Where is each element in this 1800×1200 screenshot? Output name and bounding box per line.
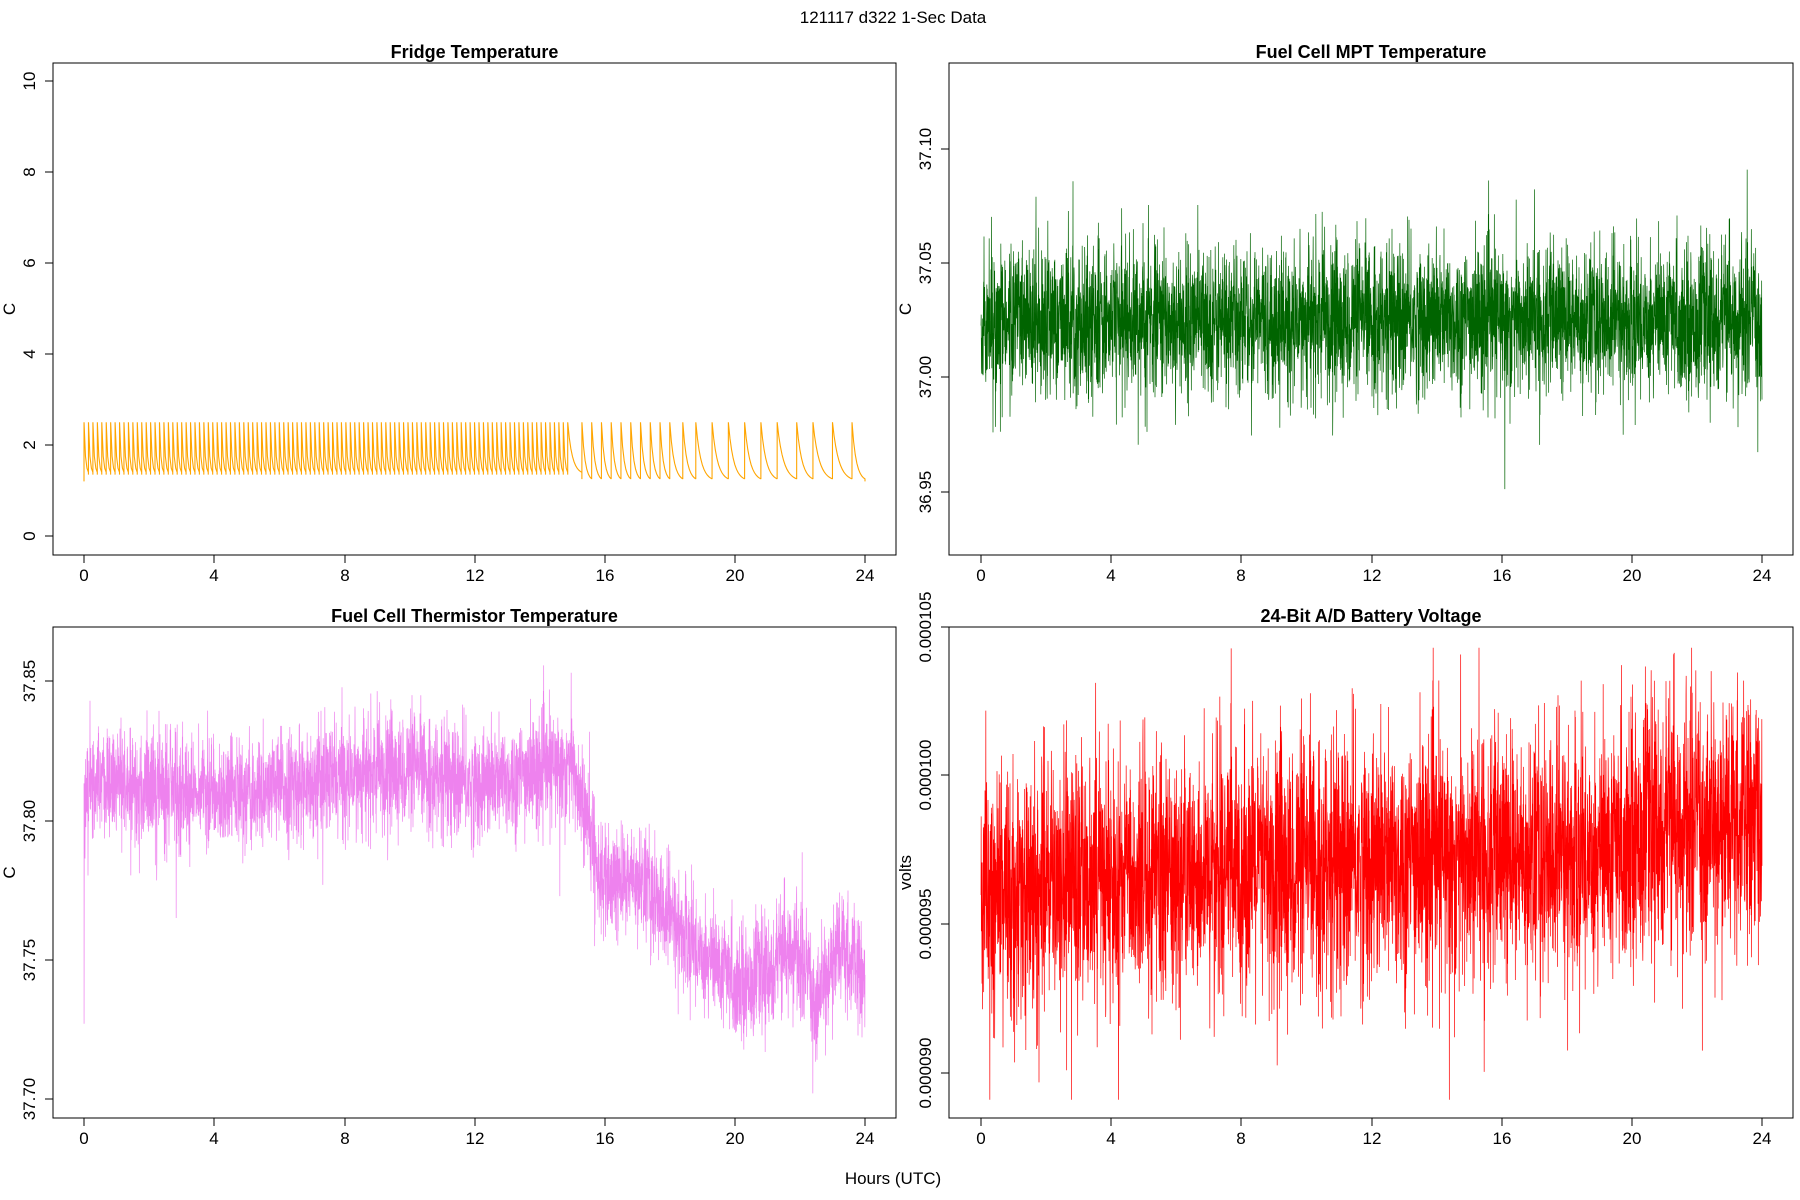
- x-tick-label: 20: [726, 566, 745, 585]
- x-tick-label: 12: [466, 1129, 485, 1148]
- x-tick-label: 4: [1106, 566, 1115, 585]
- x-tick-label: 8: [340, 566, 349, 585]
- y-axis-label: C: [0, 866, 19, 878]
- x-tick-label: 8: [1236, 566, 1245, 585]
- x-tick-label: 12: [1363, 1129, 1382, 1148]
- y-tick-label: 37.00: [916, 356, 935, 399]
- y-tick-label: 0.000095: [916, 889, 935, 960]
- y-tick-label: 37.80: [20, 800, 39, 843]
- series-line-4: [980, 647, 1763, 1100]
- x-tick-label: 0: [976, 566, 985, 585]
- y-axis-label: volts: [896, 855, 915, 890]
- series-line-3: [83, 665, 866, 1094]
- y-tick-label: 37.05: [916, 242, 935, 285]
- x-tick-label: 8: [1236, 1129, 1245, 1148]
- y-axis-label: C: [896, 303, 915, 315]
- x-tick-label: 20: [1623, 1129, 1642, 1148]
- panel-title: Fridge Temperature: [391, 42, 559, 62]
- figure-xlabel: Hours (UTC): [845, 1169, 941, 1188]
- y-tick-label: 36.95: [916, 471, 935, 514]
- y-axis-label: C: [0, 303, 19, 315]
- panel-4: 24-Bit A/D Battery Voltage 0 4 8 12 16 20 24 0.0…: [896, 592, 1794, 1148]
- panel-2: Fuel Cell MPT Temperature 0 4 8 12 16 20 24 36.9…: [896, 42, 1794, 585]
- x-tick-label: 24: [856, 1129, 875, 1148]
- x-tick-label: 16: [1493, 566, 1512, 585]
- series-line-2: [980, 169, 1763, 490]
- y-tick-label: 0.000100: [916, 740, 935, 811]
- series-line-fridge: [83, 422, 866, 482]
- plot-frame: [52, 62, 897, 556]
- x-tick-label: 20: [1623, 566, 1642, 585]
- x-tick-label: 4: [209, 566, 218, 585]
- panel-title: Fuel Cell MPT Temperature: [1256, 42, 1487, 62]
- y-tick-label: 2: [20, 440, 39, 449]
- x-tick-label: 0: [79, 1129, 88, 1148]
- x-tick-label: 0: [976, 1129, 985, 1148]
- x-tick-label: 4: [209, 1129, 218, 1148]
- x-tick-label: 16: [1493, 1129, 1512, 1148]
- y-tick-label: 0.000090: [916, 1038, 935, 1109]
- x-tick-label: 8: [340, 1129, 349, 1148]
- x-tick-label: 12: [1363, 566, 1382, 585]
- panel-title: Fuel Cell Thermistor Temperature: [331, 606, 618, 626]
- y-tick-label: 0: [20, 531, 39, 540]
- panel-3: Fuel Cell Thermistor Temperature 0 4 8 12 16 2…: [0, 606, 897, 1148]
- figure-suptitle: 121117 d322 1-Sec Data: [800, 8, 987, 27]
- x-tick-label: 12: [466, 566, 485, 585]
- y-tick-label: 8: [20, 167, 39, 176]
- y-tick-label: 37.85: [20, 660, 39, 703]
- x-tick-label: 24: [1753, 1129, 1772, 1148]
- y-tick-label: 6: [20, 258, 39, 267]
- x-tick-label: 4: [1106, 1129, 1115, 1148]
- y-tick-label: 4: [20, 349, 39, 358]
- y-tick-label: 37.70: [20, 1078, 39, 1121]
- y-tick-label: 10: [20, 72, 39, 91]
- x-tick-label: 16: [596, 566, 615, 585]
- plot-frame: [52, 626, 897, 1119]
- x-tick-label: 24: [856, 566, 875, 585]
- y-tick-label: 0.000105: [916, 592, 935, 663]
- x-tick-label: 20: [726, 1129, 745, 1148]
- y-tick-label: 37.10: [916, 128, 935, 171]
- y-tick-label: 37.75: [20, 939, 39, 982]
- x-tick-label: 0: [79, 566, 88, 585]
- x-tick-label: 16: [596, 1129, 615, 1148]
- panel-title: 24-Bit A/D Battery Voltage: [1260, 606, 1481, 626]
- x-tick-label: 24: [1753, 566, 1772, 585]
